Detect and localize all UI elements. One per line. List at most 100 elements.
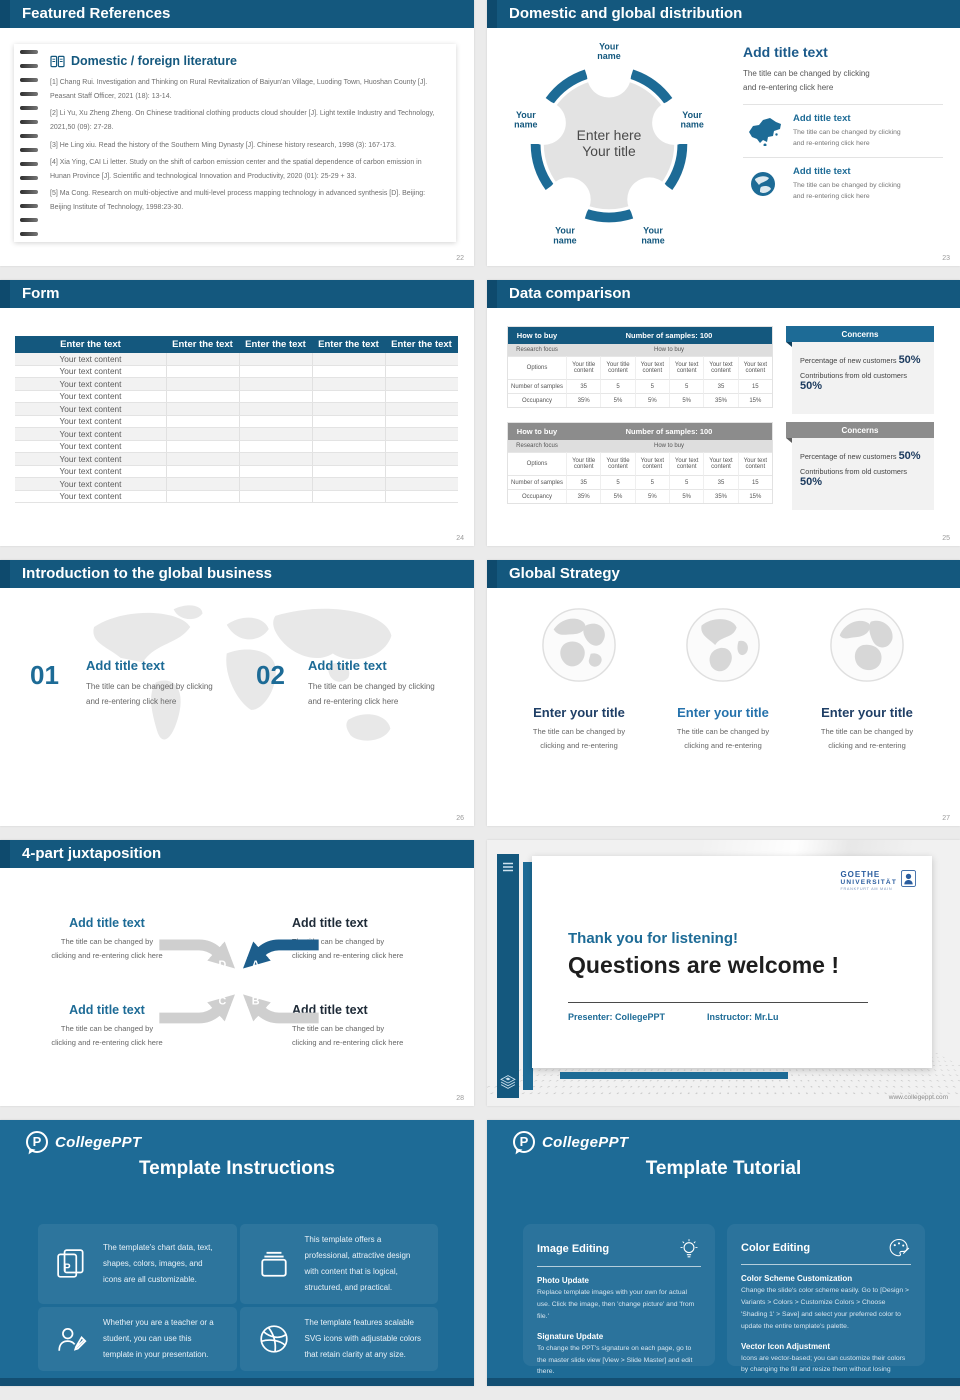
reference-entry: [3] He Ling xiu. Read the history of the… — [50, 141, 396, 149]
item-description: The title can be changed by clicking and… — [793, 128, 901, 147]
juxta-item-topleft: Add title text The title can be changed … — [51, 916, 163, 960]
concerns-box-gray: Concerns Percentage of new customers 50%… — [786, 422, 934, 510]
globe-icon — [542, 608, 616, 682]
section-description: The title can be changed by clicking and… — [743, 69, 870, 93]
letter-a: A — [252, 959, 260, 971]
slide-title-bar: Domestic and global distribution — [487, 0, 960, 28]
archive-box-icon — [260, 1251, 287, 1277]
slide-4part-juxtaposition[interactable]: 4-part juxtaposition Add title text The … — [0, 840, 474, 1106]
globe-icon — [830, 608, 904, 682]
table-row: Your text content — [15, 415, 458, 428]
page-number: 24 — [456, 535, 464, 542]
slide-featured-references[interactable]: Featured References Domest — [0, 0, 474, 266]
slide-template-instructions[interactable]: P CollegePPT Template Instructions P The… — [0, 1120, 474, 1386]
reference-entry: [5] Ma Cong. Research on multi-objective… — [50, 190, 426, 212]
letter-c: C — [219, 996, 227, 1008]
slide-thank-you[interactable]: GOETHE UNIVERSITÄT FRANKFURT AM MAIN Tha… — [487, 840, 960, 1106]
presenter-label: Presenter: CollegePPT — [568, 1012, 666, 1022]
instruction-card: P The template's chart data, text, shape… — [38, 1224, 237, 1304]
instruction-card: This template offers a professional, att… — [239, 1224, 438, 1304]
instruction-card: The template features scalable SVG icons… — [239, 1307, 438, 1371]
table-header-row: Enter the text Enter the text Enter the … — [15, 336, 458, 353]
collegeppt-logo-icon: P — [513, 1131, 535, 1153]
tutorial-card-image-editing: Image Editing Photo Update Replace templ… — [523, 1224, 715, 1375]
page-number: 22 — [456, 255, 464, 262]
slide-data-comparison[interactable]: Data comparison How to buy Number of samp… — [487, 280, 960, 546]
reference-entry: [1] Chang Rui. Investigation and Thinkin… — [50, 79, 428, 100]
thanks-heading: Thank you for listening! — [568, 930, 739, 947]
brand-name: CollegePPT — [542, 1133, 629, 1151]
tutorial-card-color-editing: Color Editing Color Scheme Customization… — [727, 1224, 925, 1385]
palette-icon — [889, 1238, 910, 1257]
brand-logo: P CollegePPT — [513, 1131, 628, 1153]
page-number: 26 — [456, 815, 464, 822]
ppt-pages-icon: P — [57, 1249, 84, 1278]
item-number: 02 — [256, 660, 285, 690]
china-map-icon — [749, 117, 781, 146]
table-row: Your text content — [15, 478, 458, 491]
bottom-slide-title: Template Instructions — [138, 1158, 335, 1179]
column-title: Enter your title — [677, 705, 769, 720]
page-number: 23 — [942, 255, 950, 262]
juxta-item-bottomleft: Add title text The title can be changed … — [51, 1003, 163, 1047]
brand-name: CollegePPT — [55, 1133, 142, 1151]
slide-distribution[interactable]: Domestic and global distribution Enter h… — [487, 0, 960, 266]
teacher-student-icon — [58, 1328, 87, 1351]
slide-title-bar: Global Strategy — [487, 560, 960, 588]
footer-strip — [487, 1378, 960, 1386]
letter-b: B — [252, 996, 260, 1008]
concerns-box-blue: Concerns Percentage of new customers 50%… — [786, 326, 934, 414]
dribbble-ball-icon — [259, 1325, 288, 1353]
reference-entry: [2] Li Yu, Xu Zheng Zheng. On Chinese tr… — [50, 110, 435, 131]
item-heading: Add title text — [86, 658, 165, 673]
diagram-center-line1: Enter here — [577, 127, 642, 143]
goethe-university-logo: GOETHE UNIVERSITÄT FRANKFURT AM MAIN — [840, 870, 916, 891]
item-description: The title can be changed by clicking and… — [793, 182, 901, 201]
column-title: Enter your title — [533, 705, 625, 720]
slide-title-bar: Featured References — [0, 0, 474, 28]
slide-title-bar: Data comparison — [487, 280, 960, 308]
divider — [568, 1002, 868, 1003]
footer-strip — [0, 1378, 474, 1386]
gear-cycle-diagram: Enter here Your title Your name Your name … — [514, 41, 704, 245]
diagram-center-line2: Your title — [582, 143, 636, 159]
table-row: Your text content — [15, 365, 458, 378]
globe-icon — [686, 608, 760, 682]
table-row: Your text content — [15, 490, 458, 503]
lightbulb-icon — [680, 1239, 698, 1258]
slide-form[interactable]: Form Enter the text Enter the text Enter… — [0, 280, 474, 546]
distribution-item-domestic: Add title text The title can be changed … — [743, 113, 943, 149]
spiral-binding-icon — [20, 50, 42, 236]
strategy-column: Enter your title The title can be change… — [797, 606, 937, 754]
literature-heading: Domestic / foreign literature — [71, 54, 238, 68]
slide-template-tutorial[interactable]: P CollegePPT Template Tutorial Image Edi… — [487, 1120, 960, 1386]
reference-list: [1] Chang Rui. Investigation and Thinkin… — [50, 76, 442, 215]
table-row: Your text content — [15, 378, 458, 391]
page-number: 27 — [942, 815, 950, 822]
comparison-table-blue: How to buy Number of samples: 100 Researc… — [507, 326, 773, 408]
slide-title-bar: Introduction to the global business — [0, 560, 474, 588]
table-row: Your text content — [15, 353, 458, 366]
column-title: Enter your title — [821, 705, 913, 720]
accent-bar — [523, 862, 533, 1090]
ribbon-header: Concerns — [786, 326, 934, 347]
distribution-item-global: Add title text The title can be changed … — [743, 166, 943, 202]
goethe-portrait-icon — [901, 870, 916, 887]
thank-you-card: GOETHE UNIVERSITÄT FRANKFURT AM MAIN Tha… — [532, 856, 932, 1068]
table-body: Your text content Your text content Your… — [15, 353, 458, 503]
questions-heading: Questions are welcome ! — [568, 952, 839, 978]
section-heading: Add title text — [743, 44, 828, 60]
intro-item: Add title text The title can be changed … — [308, 658, 473, 709]
strategy-column: Enter your title The title can be change… — [653, 606, 793, 754]
slide-global-business[interactable]: Introduction to the global business 01 A… — [0, 560, 474, 826]
slide-title-bar: Form — [0, 280, 474, 308]
table-row: Your text content — [15, 465, 458, 478]
world-map-background — [93, 605, 392, 741]
slide-global-strategy[interactable]: Global Strategy Enter your title The tit… — [487, 560, 960, 826]
diagram-node-labels: Your name Your name Your name Your name Your… — [514, 41, 704, 245]
open-book-icon — [50, 55, 65, 67]
strategy-column: Enter your title The title can be change… — [509, 606, 649, 754]
